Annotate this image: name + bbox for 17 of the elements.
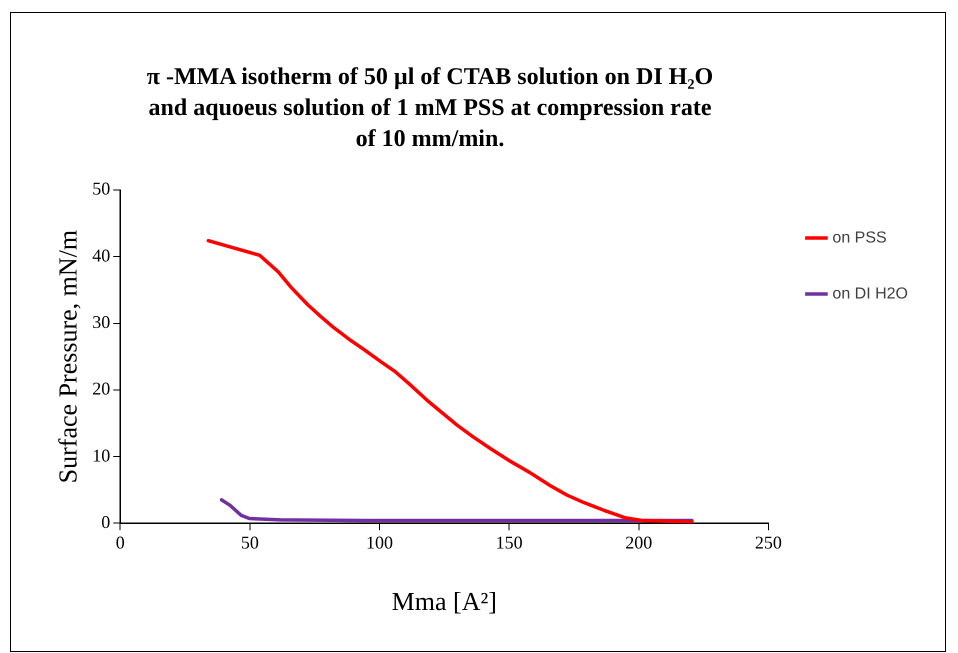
y-tick-label: 10 (92, 445, 110, 466)
x-axis-title: Mma [A²] (392, 587, 497, 616)
legend-label: on PSS (832, 229, 887, 246)
x-tick-label: 200 (625, 532, 652, 553)
x-tick-label: 150 (496, 532, 523, 553)
x-tick-label: 50 (240, 532, 259, 553)
y-tick-label: 40 (92, 245, 110, 266)
x-tick-label: 100 (366, 532, 393, 553)
y-axis-title: Surface Pressure, mN/m (53, 230, 82, 484)
y-tick-label: 50 (92, 178, 110, 199)
y-tick-label: 20 (92, 378, 110, 399)
y-tick-label: 0 (101, 512, 110, 532)
y-tick-label: 30 (92, 312, 110, 332)
legend-label: on DI H2O (832, 285, 908, 302)
x-tick-label: 250 (754, 532, 782, 553)
x-tick-label: 0 (116, 532, 125, 553)
chart-title: π -MMA isotherm of 50 µl of CTAB solution on DI H₂O and aquoeus solution of 1 mM PSS at compression rate of 10 mm/min. (146, 63, 714, 154)
